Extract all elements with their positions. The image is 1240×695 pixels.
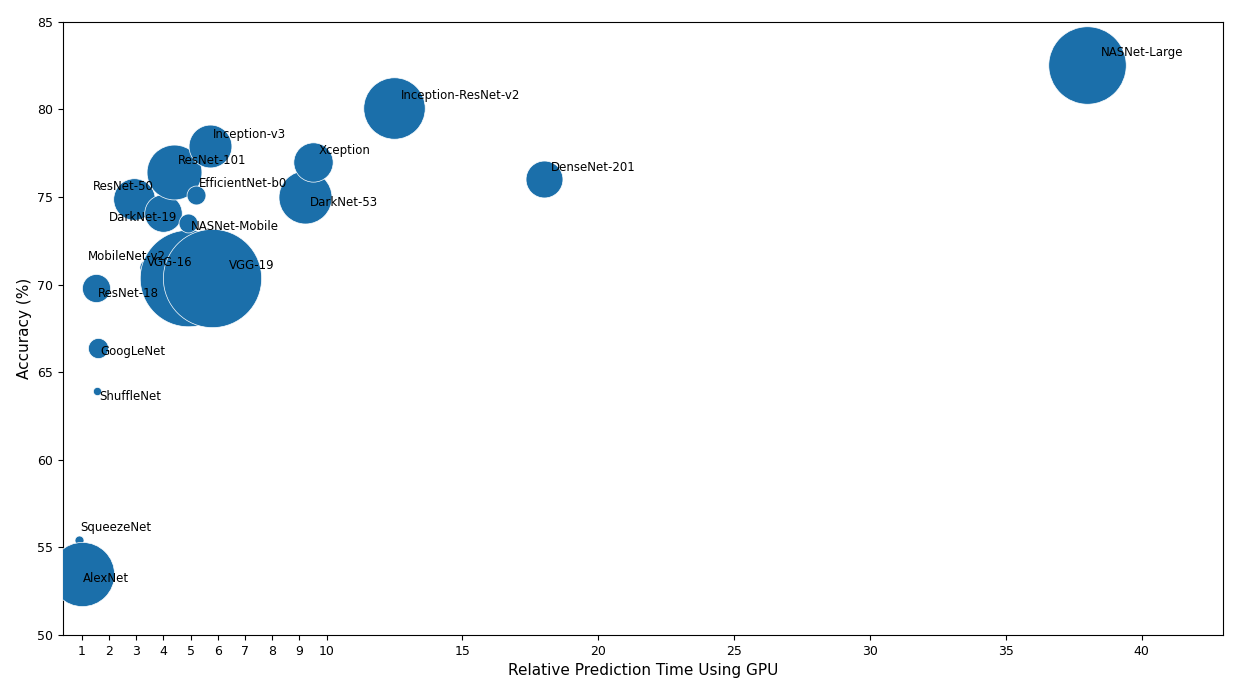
Point	[87, 386, 107, 397]
Point	[138, 261, 157, 272]
Text: DenseNet-201: DenseNet-201	[551, 161, 635, 174]
Point	[179, 218, 198, 229]
Point	[186, 190, 206, 201]
Text: AlexNet: AlexNet	[83, 572, 129, 585]
Point	[295, 191, 315, 202]
Text: Xception: Xception	[319, 144, 371, 156]
Text: EfficientNet-b0: EfficientNet-b0	[200, 177, 288, 190]
Point	[202, 272, 222, 283]
Point	[72, 568, 92, 579]
Point	[69, 535, 89, 546]
Point	[86, 282, 105, 293]
Text: DarkNet-53: DarkNet-53	[310, 196, 378, 209]
Y-axis label: Accuracy (%): Accuracy (%)	[16, 278, 32, 379]
Text: MobileNet-v2: MobileNet-v2	[87, 250, 165, 263]
Point	[179, 272, 198, 283]
Text: VGG-19: VGG-19	[228, 259, 274, 272]
Text: SqueezeNet: SqueezeNet	[81, 521, 151, 534]
Point	[124, 193, 144, 204]
Text: NASNet-Large: NASNet-Large	[1101, 47, 1183, 59]
Point	[303, 156, 322, 167]
Text: ResNet-101: ResNet-101	[177, 154, 246, 167]
Point	[88, 342, 108, 353]
Text: Inception-ResNet-v2: Inception-ResNet-v2	[402, 89, 521, 102]
Point	[1078, 60, 1097, 71]
Text: Inception-v3: Inception-v3	[213, 128, 286, 141]
Text: VGG-16: VGG-16	[148, 256, 192, 269]
Point	[384, 102, 404, 113]
Text: ShuffleNet: ShuffleNet	[99, 390, 161, 403]
Text: ResNet-18: ResNet-18	[98, 287, 159, 300]
Point	[200, 140, 219, 152]
Text: DarkNet-19: DarkNet-19	[109, 211, 177, 224]
Point	[154, 207, 174, 218]
Point	[534, 174, 554, 185]
Text: GoogLeNet: GoogLeNet	[100, 345, 166, 358]
Point	[165, 167, 185, 178]
Text: ResNet-50: ResNet-50	[93, 179, 154, 193]
X-axis label: Relative Prediction Time Using GPU: Relative Prediction Time Using GPU	[508, 663, 779, 678]
Text: NASNet-Mobile: NASNet-Mobile	[191, 220, 279, 233]
